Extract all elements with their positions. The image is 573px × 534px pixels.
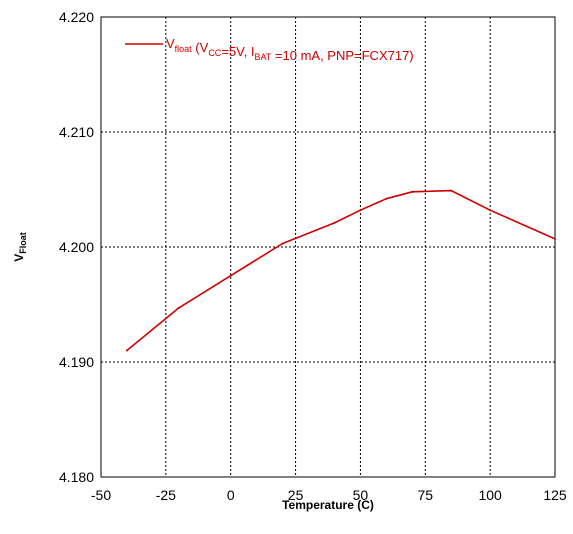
x-tick-label: 0 bbox=[227, 487, 235, 503]
x-tick-label: 125 bbox=[543, 487, 567, 503]
tick-labels: -50 -25 0 25 50 75 100 125 4.180 4.190 4.200 4.210 4… bbox=[59, 9, 567, 503]
x-tick-label: 50 bbox=[353, 487, 369, 503]
y-tick-label: 4.220 bbox=[59, 9, 94, 25]
data-point bbox=[177, 306, 180, 309]
data-point bbox=[450, 189, 453, 192]
grid bbox=[101, 17, 555, 477]
data-point bbox=[385, 197, 388, 200]
x-axis-title: Temperature (C) bbox=[282, 498, 374, 512]
data-point bbox=[359, 209, 362, 212]
x-tick-label: 25 bbox=[288, 487, 304, 503]
data-point bbox=[125, 349, 128, 352]
y-tick-label: 4.210 bbox=[59, 124, 94, 140]
data-point bbox=[554, 237, 556, 240]
x-tick-label: -50 bbox=[91, 487, 111, 503]
y-axis-title-main: V bbox=[12, 254, 26, 262]
x-tick-label: 75 bbox=[417, 487, 433, 503]
data-point bbox=[411, 190, 414, 193]
data-point bbox=[281, 242, 284, 245]
y-axis-title-sub: Float bbox=[18, 232, 28, 254]
data-point bbox=[333, 221, 336, 224]
data-point bbox=[489, 209, 492, 212]
y-tick-label: 4.190 bbox=[59, 354, 94, 370]
series-layer bbox=[125, 189, 556, 352]
x-tick-label: -25 bbox=[156, 487, 176, 503]
y-tick-label: 4.180 bbox=[59, 469, 94, 485]
y-axis-title: VFloat bbox=[12, 232, 28, 262]
x-tick-label: 100 bbox=[478, 487, 502, 503]
plot-frame bbox=[100, 16, 556, 478]
legend: Vfloat (VCC=5V, IBAT =10 mA, PNP=FCX717) bbox=[125, 36, 414, 63]
data-point bbox=[229, 274, 232, 277]
legend-label: Vfloat (VCC=5V, IBAT =10 mA, PNP=FCX717) bbox=[166, 36, 414, 63]
y-tick-label: 4.200 bbox=[59, 239, 94, 255]
